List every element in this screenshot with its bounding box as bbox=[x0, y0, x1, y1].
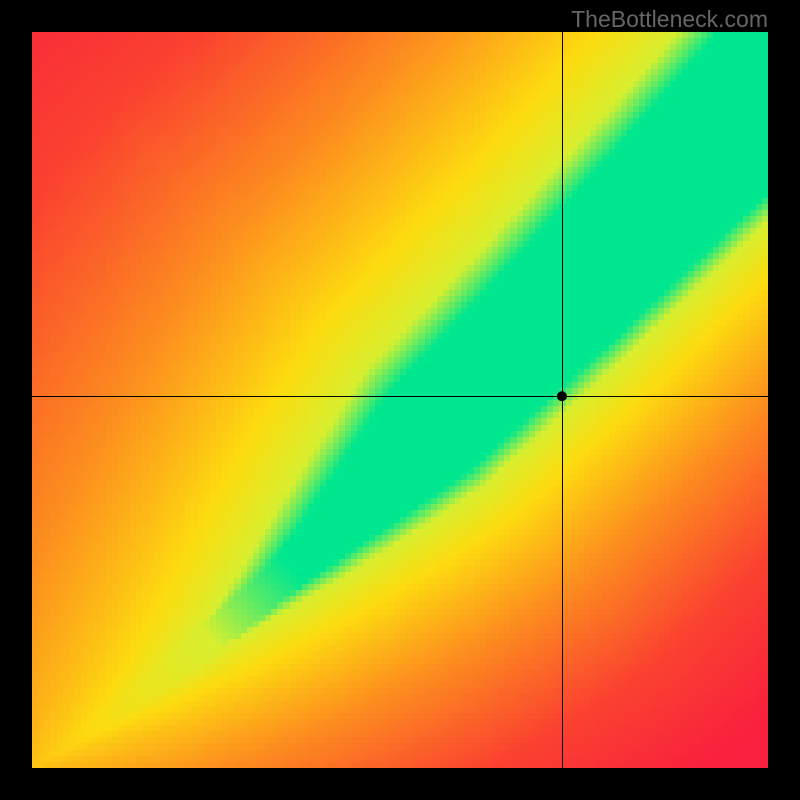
chart-container: TheBottleneck.com bbox=[0, 0, 800, 800]
bottleneck-heatmap bbox=[0, 0, 800, 800]
watermark-text: TheBottleneck.com bbox=[571, 6, 768, 33]
